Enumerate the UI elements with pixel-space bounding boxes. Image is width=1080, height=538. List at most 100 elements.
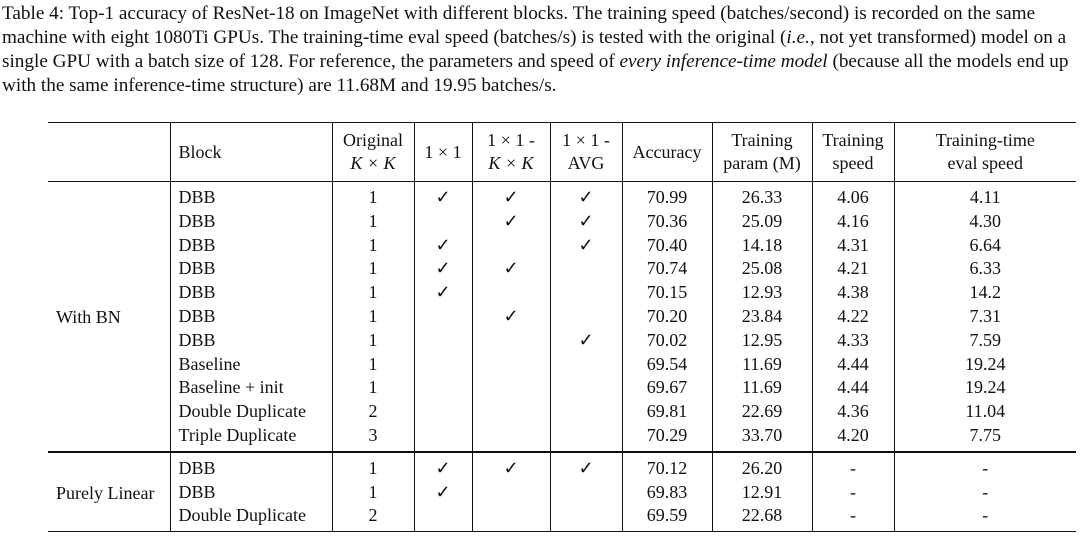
caption-ie: i.e. (786, 27, 810, 48)
results-table: Block Original K × K 1 × 1 1 × 1 -K × K 1… (48, 122, 1076, 533)
cell-block: DBB (169, 480, 332, 505)
cell-1x1-avg (549, 400, 622, 424)
table-caption: Table 4: Top-1 accuracy of ResNet-18 on … (2, 2, 1078, 98)
cell-block: DBB (169, 257, 332, 282)
group-label: Purely Linear (48, 450, 170, 533)
cell-training-param: 25.09 (711, 209, 812, 234)
table-row: Baseline + init 1 69.67 11.69 4.44 19.24 (48, 376, 1076, 401)
cell-1x1-kxk (471, 400, 550, 424)
cell-accuracy: 70.12 (621, 450, 712, 481)
cell-eval-speed: - (893, 450, 1076, 481)
cell-training-speed: 4.44 (811, 376, 894, 401)
cell-training-speed: 4.31 (811, 233, 894, 258)
cell-original: 1 (331, 328, 414, 353)
table-row: DBB 1 ✓ ✓ 70.74 25.08 4.21 6.33 (48, 257, 1076, 282)
caption-part-3: (because all the models end up with the … (2, 51, 1069, 96)
header-group (48, 122, 170, 182)
cell-eval-speed: 4.11 (893, 181, 1076, 210)
cell-1x1: ✓ (413, 233, 472, 258)
cell-eval-speed: 7.31 (893, 304, 1076, 329)
cell-1x1-avg: ✓ (549, 450, 622, 481)
cell-1x1-kxk (471, 233, 550, 258)
cell-eval-speed: 14.2 (893, 281, 1076, 305)
table-row: Purely Linear DBB 1 ✓ ✓ ✓ 70.12 26.20- - (48, 450, 1076, 533)
cell-1x1-kxk: ✓ (471, 257, 550, 282)
cell-training-speed: 4.21 (811, 257, 894, 282)
cell-original: 2 (331, 400, 414, 424)
cell-training-speed: 4.38 (811, 281, 894, 305)
table-row: With BN DBB 1 ✓ ✓ ✓ 70.99 26.33 4.06 4.11 (48, 181, 1076, 327)
cell-1x1 (413, 423, 472, 452)
cell-block: DBB (169, 450, 332, 481)
cell-1x1-avg: ✓ (549, 209, 622, 234)
cell-accuracy: 70.74 (621, 257, 712, 282)
cell-training-param: 14.18 (711, 233, 812, 258)
cell-accuracy: 70.99 (621, 181, 712, 210)
header-original: Original K × K (331, 122, 414, 182)
cell-1x1 (413, 400, 472, 424)
table-row: Double Duplicate 2 69.81 22.69 4.36 11.04 (48, 400, 1076, 424)
cell-1x1: ✓ (413, 257, 472, 282)
caption-every: every inference-time model (619, 51, 828, 72)
cell-original: 1 (331, 480, 414, 505)
caption-part-1: Table 4: Top-1 accuracy of ResNet-18 on … (2, 3, 1036, 48)
cell-block: DBB (169, 233, 332, 258)
cell-1x1: ✓ (413, 181, 472, 210)
header-1x1-avg: 1 × 1 - AVG (549, 122, 622, 182)
cell-1x1-avg: ✓ (549, 328, 622, 353)
cell-original: 1 (331, 257, 414, 282)
cell-training-param: 11.69 (711, 376, 812, 401)
cell-training-param: 22.69 (711, 400, 812, 424)
cell-1x1 (413, 304, 472, 329)
cell-1x1: ✓ (413, 480, 472, 505)
table-row: DBB 1 ✓ ✓ 70.36 25.09 4.16 4.30 (48, 209, 1076, 234)
cell-1x1-kxk (471, 281, 550, 305)
cell-original: 1 (331, 376, 414, 401)
cell-eval-speed: 11.04 (893, 400, 1076, 424)
cell-1x1-avg (549, 281, 622, 305)
cell-original: 2 (331, 504, 414, 533)
header-block: Block (169, 122, 332, 182)
cell-eval-speed: 19.24 (893, 376, 1076, 401)
cell-training-speed: 4.06 (811, 181, 894, 210)
cell-original: 1 (331, 450, 414, 481)
cell-eval-speed: 4.30 (893, 209, 1076, 234)
cell-accuracy: 70.15 (621, 281, 712, 305)
cell-accuracy: 70.20 (621, 304, 712, 329)
cell-block: Baseline + init (169, 376, 332, 401)
cell-1x1-kxk (471, 352, 550, 377)
cell-original: 1 (331, 304, 414, 329)
table-row: Triple Duplicate 3 70.29 33.70 4.20 7.75 (48, 423, 1076, 452)
cell-1x1 (413, 352, 472, 377)
cell-1x1-avg (549, 376, 622, 401)
cell-1x1-kxk (471, 376, 550, 401)
cell-1x1-kxk: ✓ (471, 450, 550, 481)
cell-block: DBB (169, 209, 332, 234)
cell-training-param: 22.68 (711, 504, 812, 533)
table-row: DBB 1 ✓ ✓ 70.40 14.18 4.31 6.64 (48, 233, 1076, 258)
header-1x1: 1 × 1 (413, 122, 472, 182)
cell-block: DBB (169, 281, 332, 305)
cell-eval-speed: 6.64 (893, 233, 1076, 258)
cell-block: Double Duplicate (169, 504, 332, 533)
cell-1x1-avg (549, 257, 622, 282)
cell-1x1-kxk: ✓ (471, 181, 550, 210)
caption-part-2: , not yet transformed) model on a single… (2, 27, 1067, 72)
cell-accuracy: 70.36 (621, 209, 712, 234)
cell-training-speed: 4.16 (811, 209, 894, 234)
cell-accuracy: 69.54 (621, 352, 712, 377)
cell-eval-speed: 6.33 (893, 257, 1076, 282)
cell-accuracy: 70.02 (621, 328, 712, 353)
cell-eval-speed: 7.59 (893, 328, 1076, 353)
table-row: Baseline 1 69.54 11.69 4.44 19.24 (48, 352, 1076, 377)
cell-accuracy: 69.83 (621, 480, 712, 505)
cell-training-param: 12.91 (711, 480, 812, 505)
table-row: DBB 1 ✓ 70.02 12.95 4.33 7.59 (48, 328, 1076, 353)
cell-training-speed: 4.44 (811, 352, 894, 377)
cell-1x1-kxk: ✓ (471, 209, 550, 234)
header-training-param: Training param (M) (711, 122, 812, 182)
cell-1x1: ✓ (413, 281, 472, 305)
table-row: DBB 1 ✓ 70.20 23.84 4.22 7.31 (48, 304, 1076, 329)
cell-training-param: 12.93 (711, 281, 812, 305)
